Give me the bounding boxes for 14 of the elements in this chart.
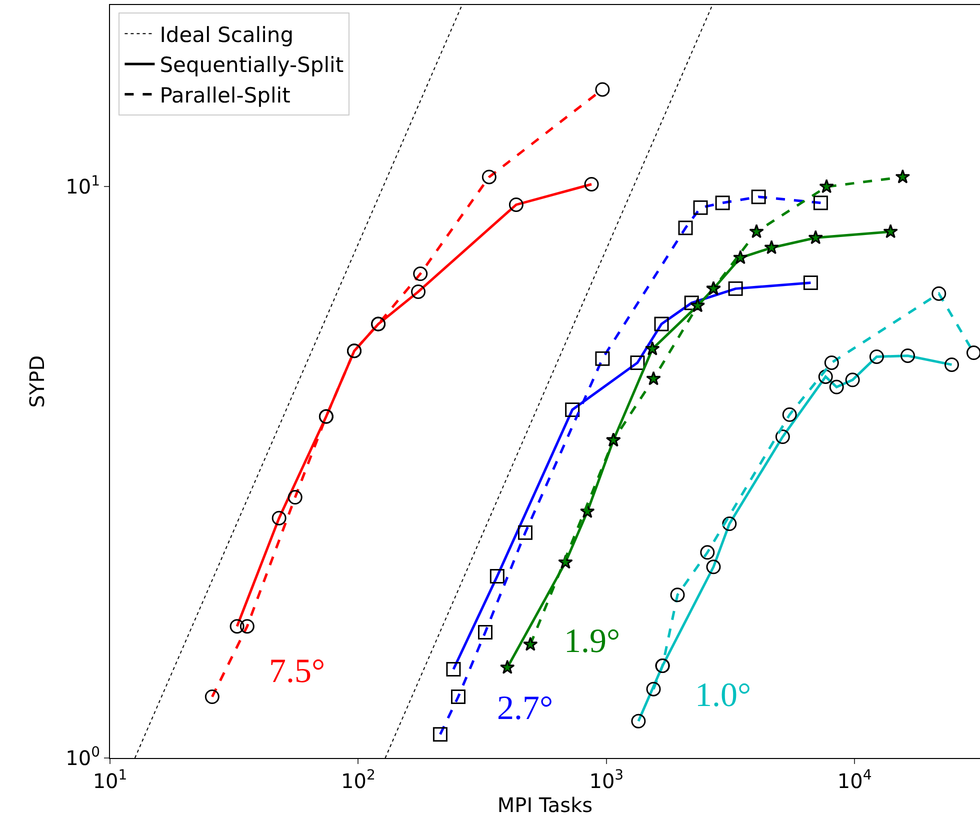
annotation: 1.0° bbox=[695, 677, 752, 714]
x-tick-label: 10$^{2}$ bbox=[341, 768, 376, 793]
y-tick-label: 10$^{0}$ bbox=[66, 744, 100, 770]
x-tick-label: 10$^{1}$ bbox=[92, 768, 128, 793]
annotation: 1.9° bbox=[564, 623, 620, 660]
y-axis-title: SYPD bbox=[25, 355, 50, 408]
annotation: 7.5° bbox=[269, 653, 326, 690]
x-axis-title: MPI Tasks bbox=[497, 793, 593, 817]
legend-label: Ideal Scaling bbox=[160, 22, 294, 47]
legend-label: Parallel-Split bbox=[160, 83, 290, 108]
annotation: 2.7° bbox=[497, 690, 554, 727]
x-tick-label: 10$^{3}$ bbox=[589, 768, 624, 793]
legend-label: Sequentially-Split bbox=[160, 53, 344, 78]
x-tick-label: 10$^{4}$ bbox=[837, 768, 872, 793]
